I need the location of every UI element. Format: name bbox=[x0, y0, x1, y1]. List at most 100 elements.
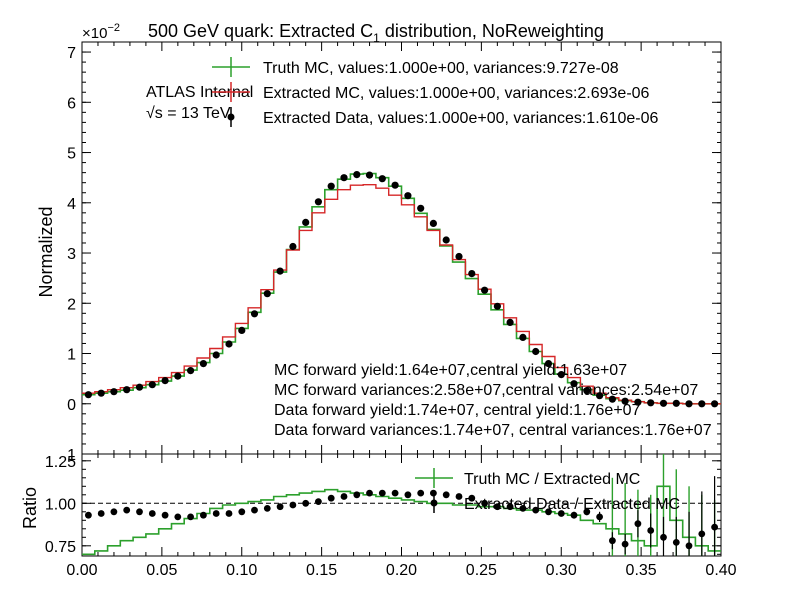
annotation-mc-yield: MC forward yield:1.64e+07,central yield:… bbox=[274, 362, 627, 379]
data-point bbox=[161, 377, 169, 385]
data-point bbox=[174, 372, 182, 380]
y-tick-label: 6 bbox=[67, 95, 76, 112]
y-tick-label: 3 bbox=[67, 246, 76, 263]
ratio-data-point bbox=[263, 505, 271, 512]
ratio-data-point bbox=[660, 533, 667, 541]
ratio-data-point bbox=[251, 506, 258, 514]
x-tick-label: 0.10 bbox=[226, 562, 257, 579]
ratio-data-point bbox=[302, 499, 310, 507]
ratio-data-point bbox=[481, 499, 488, 507]
data-point bbox=[148, 381, 156, 389]
energy-label: √s = 13 TeV bbox=[146, 105, 231, 122]
data-point bbox=[84, 391, 92, 399]
data-point bbox=[481, 286, 489, 294]
ratio-data-point bbox=[609, 537, 616, 545]
ratio-data-point bbox=[417, 489, 425, 497]
ratio-data-point bbox=[557, 510, 565, 517]
ratio-data-point bbox=[238, 508, 246, 516]
main-y-label: Normalized bbox=[36, 206, 56, 297]
legend-item-ratio-data: Extracted Data / Extracted MC bbox=[430, 493, 680, 513]
data-point bbox=[647, 399, 655, 407]
ratio-data-point bbox=[353, 491, 361, 499]
x-tick-label: 0.25 bbox=[466, 562, 497, 579]
x-tick-label: 0.05 bbox=[146, 562, 177, 579]
ratio-data-point bbox=[327, 494, 335, 502]
ratio-axis-ticks: 0.00 0.05 0.10 0.15 0.20 0.25 0.30 0.35 0.40 0.75… bbox=[45, 454, 737, 579]
data-point bbox=[110, 388, 118, 396]
main-legend: Truth MC, values:1.000e+00, variances:9.… bbox=[212, 57, 658, 127]
ratio-data-point bbox=[570, 511, 578, 519]
ratio-data-point bbox=[545, 508, 552, 516]
data-point bbox=[621, 397, 629, 405]
ratio-data-point bbox=[698, 530, 706, 538]
legend-label-extracted-mc: Extracted MC, values:1.000e+00, variance… bbox=[263, 85, 650, 102]
data-point bbox=[608, 395, 617, 403]
data-point bbox=[327, 182, 335, 190]
x-tick-label: 0.20 bbox=[386, 562, 417, 579]
data-point bbox=[263, 290, 271, 298]
data-point bbox=[302, 218, 310, 226]
ratio-y-label: Ratio bbox=[20, 487, 40, 529]
data-point bbox=[199, 360, 207, 368]
ratio-data-point bbox=[634, 520, 642, 528]
chart-title: 500 GeV quark: Extracted C1 distribution… bbox=[148, 21, 604, 45]
ratio-data-point bbox=[583, 508, 591, 516]
extracted-mc-line bbox=[82, 184, 721, 405]
ratio-y-tick-label: 0.75 bbox=[45, 539, 76, 556]
data-point bbox=[506, 318, 514, 326]
ratio-data-point bbox=[187, 513, 195, 521]
data-point bbox=[97, 389, 105, 397]
y-exponent-label: ×10−2 bbox=[82, 22, 120, 42]
legend-label-ratio-data: Extracted Data / Extracted MC bbox=[464, 496, 680, 513]
ratio-data-point bbox=[404, 491, 412, 499]
data-point bbox=[532, 347, 540, 356]
data-point bbox=[404, 192, 412, 200]
legend-label-truth-mc: Truth MC, values:1.000e+00, variances:9.… bbox=[263, 60, 619, 77]
y-edge-tick-label: 1 bbox=[67, 447, 76, 464]
data-point bbox=[289, 242, 297, 251]
data-point bbox=[583, 387, 591, 395]
ratio-data-point bbox=[136, 508, 143, 516]
ratio-data-point bbox=[340, 493, 348, 500]
atlas-label: ATLAS Internal bbox=[146, 84, 253, 101]
extracted-data-series bbox=[84, 171, 719, 408]
data-point bbox=[634, 398, 642, 406]
ratio-data-point bbox=[621, 540, 629, 548]
ratio-data-point bbox=[110, 508, 118, 516]
data-point bbox=[340, 174, 348, 182]
data-point bbox=[391, 181, 399, 189]
x-tick-label: 0.40 bbox=[705, 562, 736, 579]
ratio-data-point bbox=[174, 513, 182, 521]
data-point bbox=[378, 175, 386, 183]
ratio-data-point bbox=[225, 510, 233, 517]
ratio-data-point bbox=[455, 493, 463, 500]
x-tick-label: 0.30 bbox=[546, 562, 577, 579]
ratio-data-point bbox=[161, 511, 169, 519]
main-axis-ticks: 0 1 2 3 4 5 6 7 1 bbox=[67, 42, 722, 464]
ratio-data-point bbox=[519, 505, 527, 512]
ratio-data-point bbox=[378, 489, 386, 497]
data-point bbox=[250, 310, 259, 318]
ratio-data-point bbox=[672, 539, 680, 546]
x-tick-label: 0.00 bbox=[66, 562, 97, 579]
ratio-data-point bbox=[506, 503, 514, 511]
data-point bbox=[442, 236, 450, 244]
data-point bbox=[672, 399, 680, 407]
ratio-y-tick-label: 1.00 bbox=[45, 496, 76, 513]
y-tick-label: 7 bbox=[67, 45, 76, 62]
y-tick-label: 5 bbox=[67, 146, 76, 163]
legend-item-extracted-data: Extracted Data, values:1.000e+00, varian… bbox=[227, 107, 658, 127]
ratio-data-point bbox=[685, 542, 693, 550]
ratio-legend: Truth MC / Extracted MC Extracted Data /… bbox=[415, 468, 680, 513]
data-point bbox=[135, 383, 144, 391]
data-point bbox=[123, 386, 131, 394]
annotation-data-variances: Data forward variances:1.74e+07, central… bbox=[274, 422, 712, 439]
ratio-data-point bbox=[315, 498, 322, 505]
y-tick-label: 4 bbox=[67, 196, 76, 213]
ratio-data-point bbox=[468, 494, 476, 502]
data-point bbox=[417, 204, 425, 212]
ratio-data-point bbox=[97, 510, 105, 517]
data-point bbox=[429, 219, 437, 227]
